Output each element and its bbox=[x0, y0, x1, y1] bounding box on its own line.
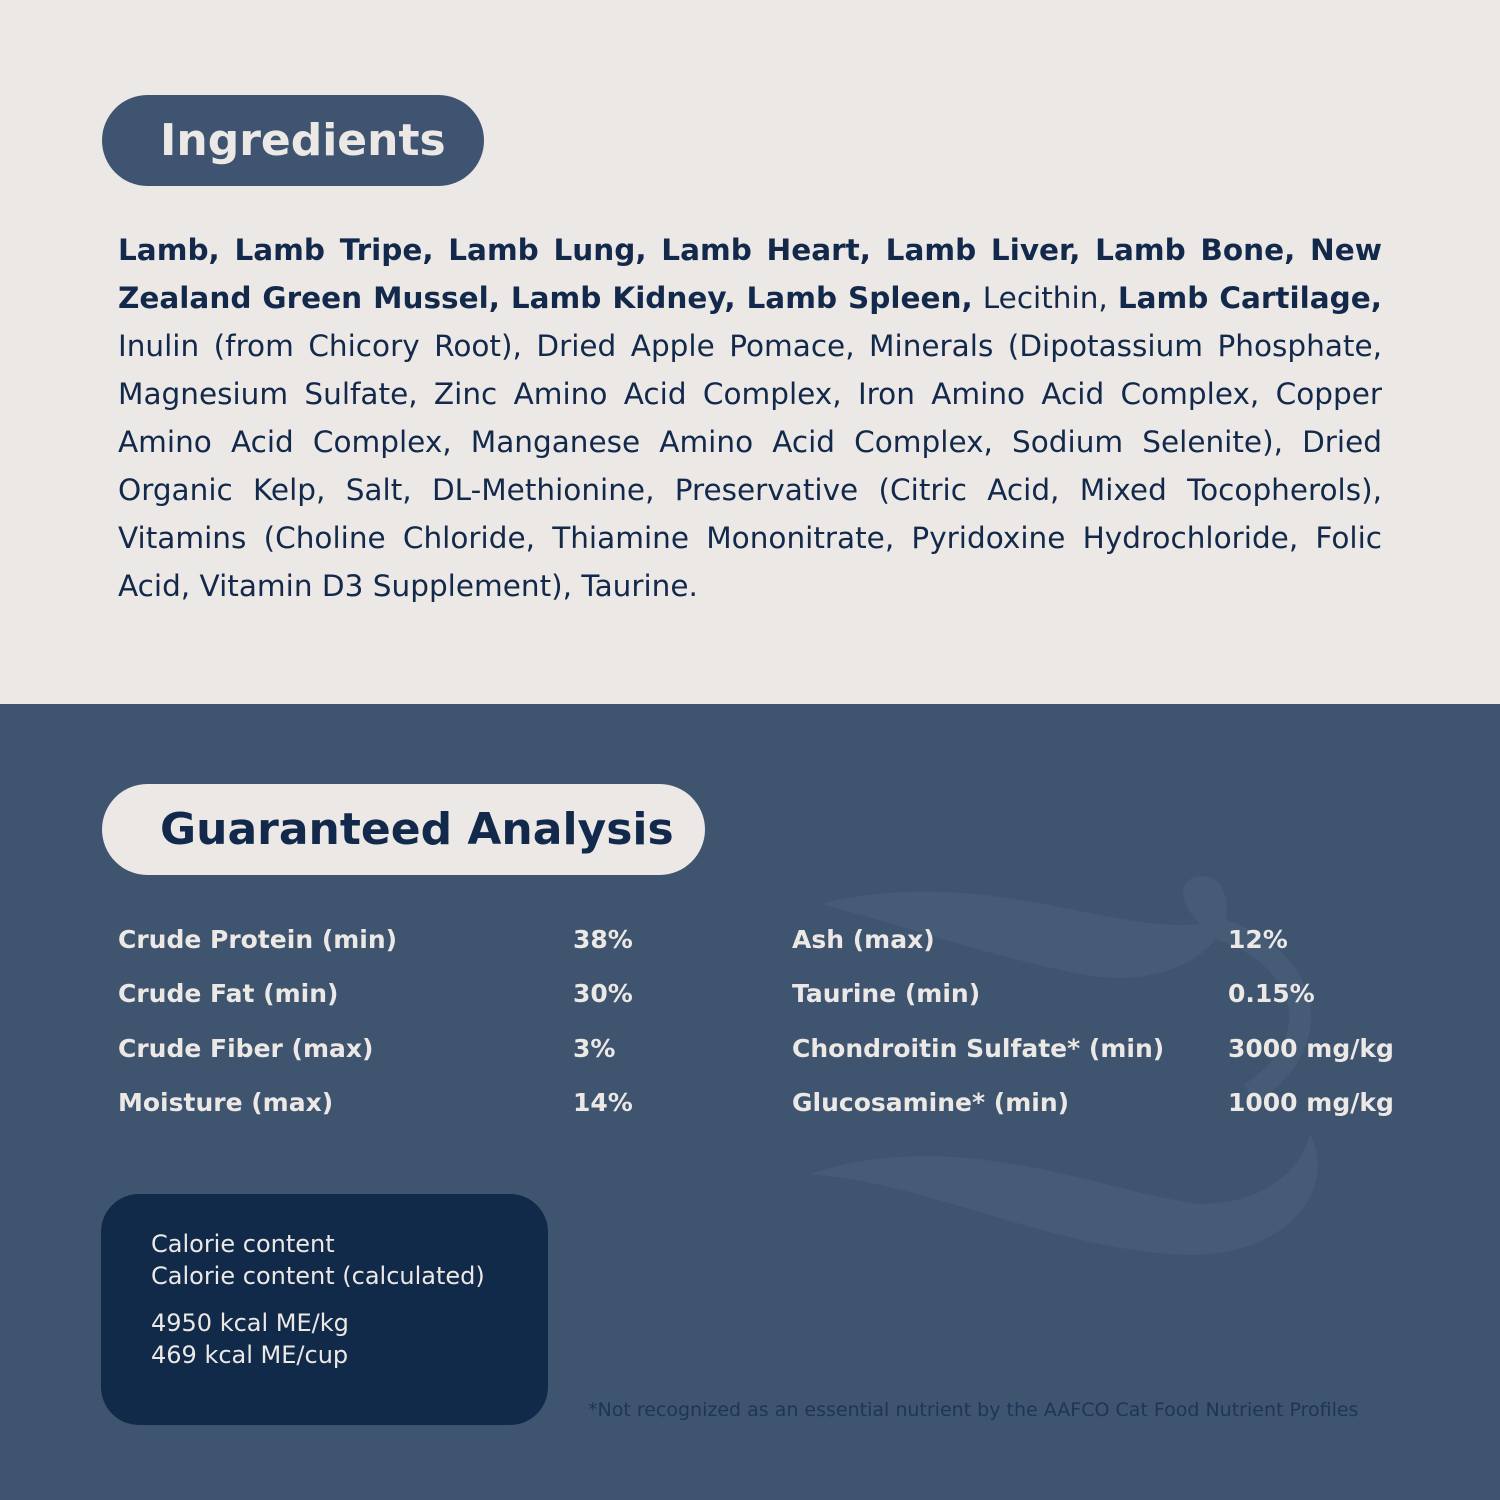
calorie-box: Calorie content Calorie content (calcula… bbox=[101, 1194, 548, 1425]
ingredient-segment: Lecithin, bbox=[972, 281, 1118, 315]
analysis-label: Moisture (max) bbox=[118, 1088, 334, 1117]
analysis-label: Taurine (min) bbox=[792, 979, 981, 1008]
analysis-section: Guaranteed Analysis Crude Protein (min) … bbox=[0, 704, 1500, 1500]
analysis-label: Glucosamine* (min) bbox=[792, 1088, 1070, 1117]
ingredients-section: Ingredients Lamb, Lamb Tripe, Lamb Lung,… bbox=[0, 0, 1500, 704]
calorie-value-kg: 4950 kcal ME/kg bbox=[151, 1309, 349, 1337]
calorie-label-calculated: Calorie content (calculated) bbox=[151, 1262, 485, 1290]
analysis-value: 14% bbox=[573, 1088, 633, 1117]
analysis-value: 30% bbox=[573, 979, 633, 1008]
ingredient-segment-bold: Lamb, Lamb Tripe, Lamb Lung, Lamb Heart,… bbox=[118, 233, 1382, 315]
analysis-value: 1000 mg/kg bbox=[1228, 1088, 1394, 1117]
footnote: *Not recognized as an essential nutrient… bbox=[588, 1399, 1359, 1421]
analysis-label: Ash (max) bbox=[792, 925, 935, 954]
analysis-value: 0.15% bbox=[1228, 979, 1315, 1008]
calorie-value-cup: 469 kcal ME/cup bbox=[151, 1341, 349, 1369]
ingredients-list: Lamb, Lamb Tripe, Lamb Lung, Lamb Heart,… bbox=[118, 226, 1382, 610]
analysis-value: 38% bbox=[573, 925, 633, 954]
wave-decoration-icon bbox=[810, 876, 1318, 1255]
calorie-label: Calorie content bbox=[151, 1230, 335, 1258]
analysis-label: Crude Protein (min) bbox=[118, 925, 398, 954]
ingredient-segment: Inulin (from Chicory Root), Dried Apple … bbox=[118, 329, 1382, 603]
analysis-value: 3000 mg/kg bbox=[1228, 1034, 1394, 1063]
ingredients-heading: Ingredients bbox=[102, 95, 484, 186]
analysis-value: 12% bbox=[1228, 925, 1288, 954]
analysis-label: Crude Fiber (max) bbox=[118, 1034, 374, 1063]
analysis-label: Crude Fat (min) bbox=[118, 979, 339, 1008]
analysis-value: 3% bbox=[573, 1034, 616, 1063]
analysis-label: Chondroitin Sulfate* (min) bbox=[792, 1034, 1165, 1063]
analysis-heading: Guaranteed Analysis bbox=[102, 784, 705, 875]
ingredient-segment-bold: Lamb Cartilage, bbox=[1117, 281, 1382, 315]
